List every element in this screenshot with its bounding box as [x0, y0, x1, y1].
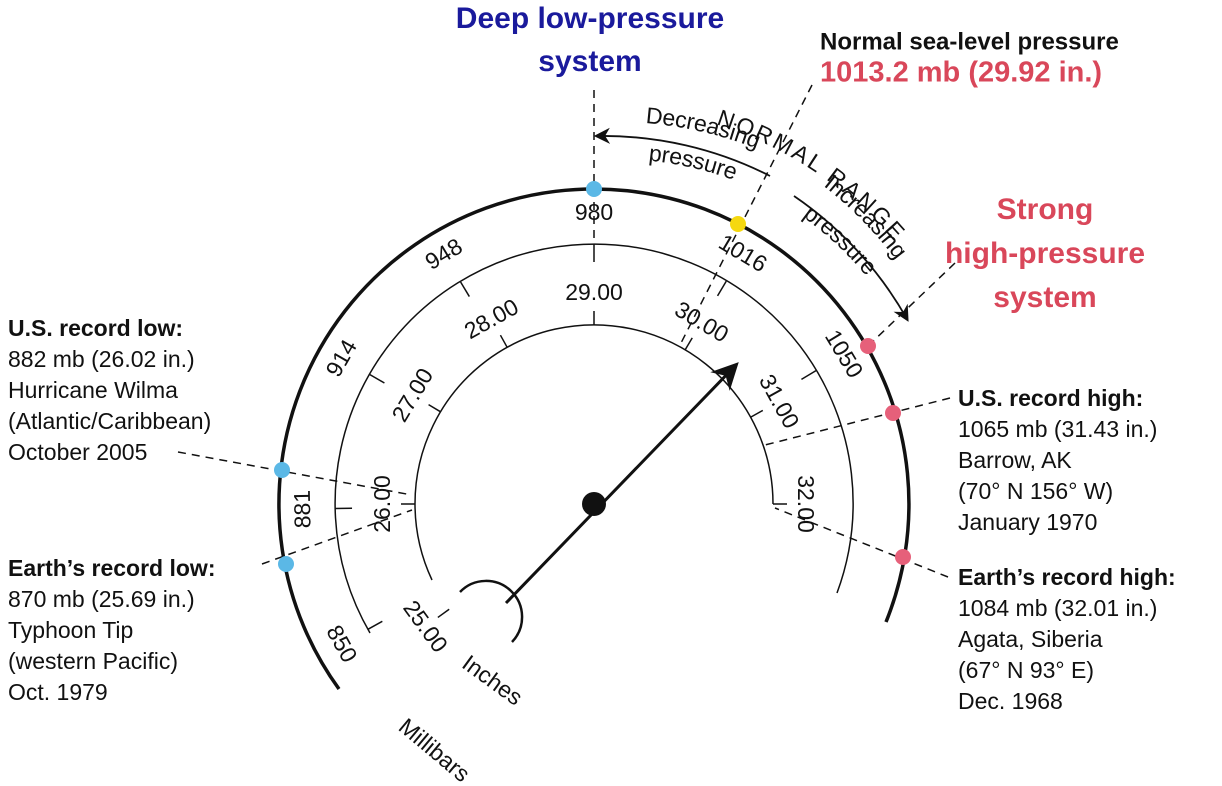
- normal-dot: [730, 216, 746, 232]
- us-low-dot: [274, 462, 290, 478]
- inch-arc: [414, 324, 774, 581]
- inch-label: 26.00: [369, 475, 395, 533]
- deep-low-dot: [586, 181, 602, 197]
- inch-axis-label: Inches: [458, 650, 528, 711]
- millibar-tick: [369, 373, 385, 384]
- annotation-line: (western Pacific): [8, 648, 178, 674]
- millibar-tick: [716, 280, 727, 297]
- millibar-label: 881: [289, 490, 316, 529]
- inch-tick: [684, 337, 693, 351]
- inch-tick: [437, 608, 450, 619]
- pointer: [504, 362, 739, 605]
- inch-label: 31.00: [754, 370, 805, 433]
- annotation-line: October 2005: [8, 439, 147, 465]
- us-low-line: [177, 451, 413, 496]
- deep-low-title: system: [538, 45, 641, 78]
- annotation-line: Typhoon Tip: [8, 617, 133, 643]
- strong-high-line: [867, 262, 956, 347]
- millibar-tick: [459, 281, 471, 297]
- earth-low-line: [261, 509, 413, 565]
- us-high-line: [764, 397, 951, 446]
- pointer-pivot: [459, 579, 524, 643]
- inch-tick: [750, 409, 764, 418]
- millibar-axis-label: Millibars: [394, 713, 475, 786]
- inch-label: 25.00: [398, 595, 453, 657]
- annotation-line: Oct. 1979: [8, 679, 108, 705]
- annotation-line: 1084 mb (32.01 in.): [958, 595, 1157, 621]
- millibar-tick: [801, 369, 817, 381]
- millibar-arc: [277, 187, 911, 691]
- annotation-title: Earth’s record low:: [8, 555, 215, 581]
- millibar-label: 850: [321, 621, 362, 667]
- strong-high-title: system: [993, 281, 1096, 314]
- millibar-label: 914: [320, 335, 362, 381]
- millibar-label: 948: [421, 233, 467, 275]
- decreasing-arrow: [593, 127, 771, 177]
- millibar-label: 980: [575, 199, 613, 225]
- annotation-line: Barrow, AK: [958, 447, 1072, 473]
- us-high-dot: [885, 405, 901, 421]
- annotation-line: 1065 mb (31.43 in.): [958, 416, 1157, 442]
- annotation-line: January 1970: [958, 509, 1097, 535]
- deep-low-title: Deep low-pressure: [456, 2, 724, 35]
- inch-label: 32.00: [793, 475, 819, 533]
- annotation-line: (67° N 93° E): [958, 657, 1094, 683]
- annotation-line: (70° N 156° W): [958, 478, 1113, 504]
- annotation-line: Agata, Siberia: [958, 626, 1103, 652]
- inch-label: 28.00: [460, 293, 523, 344]
- annotation-line: 882 mb (26.02 in.): [8, 346, 195, 372]
- annotation-line: Dec. 1968: [958, 688, 1063, 714]
- earth-high-line: [774, 507, 949, 578]
- earth-low-dot: [278, 556, 294, 572]
- normal-value: 1013.2 mb (29.92 in.): [820, 57, 1102, 89]
- annotation-title: U.S. record high:: [958, 385, 1143, 411]
- inch-label: 27.00: [386, 363, 438, 426]
- normal-line: [679, 84, 813, 346]
- inch-tick: [428, 403, 441, 413]
- strong-high-title: Strong: [997, 193, 1094, 226]
- normal-title: Normal sea-level pressure: [820, 28, 1119, 55]
- annotation-title: Earth’s record high:: [958, 564, 1176, 590]
- strong-high-dot: [860, 338, 876, 354]
- pointer-hub: [582, 492, 606, 516]
- annotation-line: (Atlantic/Caribbean): [8, 408, 211, 434]
- strong-high-title: high-pressure: [945, 237, 1145, 270]
- inch-label: 29.00: [565, 279, 623, 305]
- annotation-line: 870 mb (25.69 in.): [8, 586, 195, 612]
- increasing-arrow: [793, 195, 909, 322]
- annotation-title: U.S. record low:: [8, 315, 183, 341]
- millibar-label: 1050: [820, 325, 869, 382]
- inch-tick: [499, 334, 508, 348]
- millibar-tick: [367, 620, 383, 631]
- middle-arc: [334, 243, 854, 634]
- earth-high-dot: [895, 549, 911, 565]
- annotation-line: Hurricane Wilma: [8, 377, 178, 403]
